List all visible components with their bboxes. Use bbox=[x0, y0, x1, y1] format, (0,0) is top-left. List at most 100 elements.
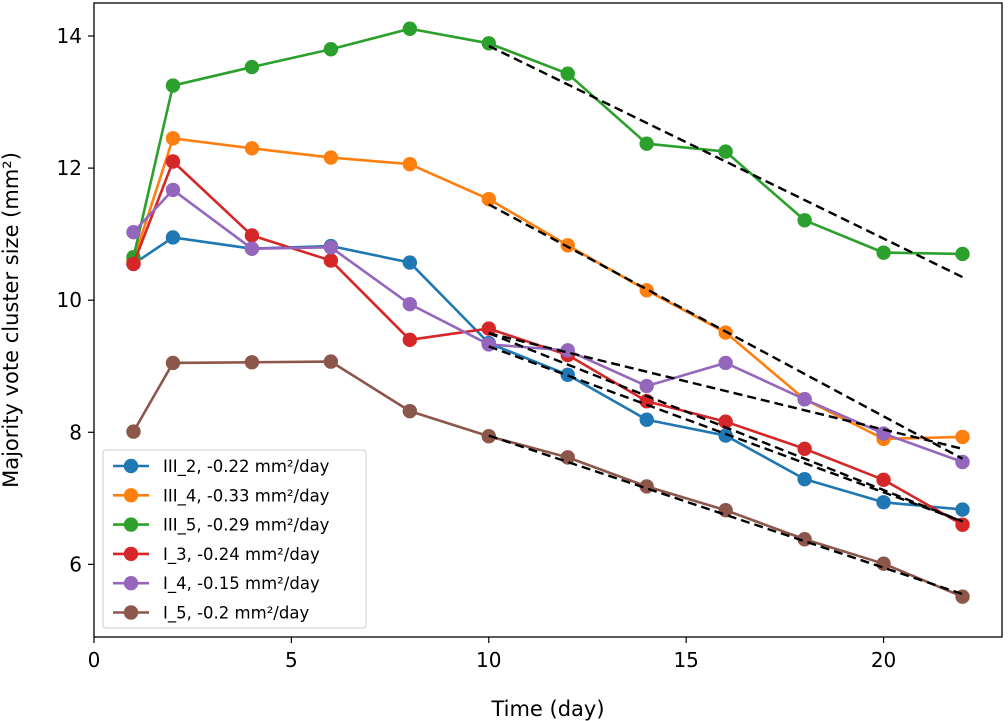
legend-entry: I_5, -0.2 mm²/day bbox=[113, 604, 309, 624]
data-point bbox=[323, 253, 339, 268]
data-point bbox=[244, 355, 260, 370]
data-point bbox=[402, 21, 418, 36]
legend-entry: I_3, -0.24 mm²/day bbox=[113, 545, 320, 565]
data-point bbox=[244, 241, 260, 256]
data-point bbox=[955, 454, 970, 470]
data-point bbox=[876, 245, 891, 260]
legend-box bbox=[102, 449, 367, 629]
data-point bbox=[165, 230, 181, 245]
legend-label: III_5, -0.29 mm²/day bbox=[163, 516, 330, 536]
series-line bbox=[132, 360, 964, 598]
data-point bbox=[560, 238, 575, 253]
data-point bbox=[797, 392, 812, 407]
data-point bbox=[323, 150, 339, 165]
y-tick-label: 14 bbox=[57, 24, 82, 48]
data-point bbox=[244, 228, 260, 243]
series-2 bbox=[126, 21, 970, 265]
data-point bbox=[718, 428, 733, 443]
legend-entry: III_2, -0.22 mm²/day bbox=[113, 457, 330, 477]
legend: III_2, -0.22 mm²/day III_4, -0.33 mm²/day… bbox=[102, 449, 367, 629]
legend-label: I_5, -0.2 mm²/day bbox=[163, 604, 309, 624]
data-point bbox=[402, 156, 418, 172]
data-point bbox=[718, 414, 733, 429]
series-line bbox=[132, 236, 963, 511]
legend-swatch-marker bbox=[123, 458, 139, 474]
x-axis-title: Time (day) bbox=[490, 697, 604, 721]
series-line bbox=[132, 27, 963, 258]
data-point bbox=[560, 66, 575, 81]
data-point bbox=[126, 224, 141, 240]
data-point bbox=[718, 503, 733, 518]
plot-frame bbox=[93, 2, 1003, 638]
legend-label: I_3, -0.24 mm²/day bbox=[163, 545, 320, 565]
series-1 bbox=[126, 131, 970, 447]
data-point bbox=[955, 246, 970, 262]
data-point bbox=[797, 441, 812, 456]
data-point bbox=[126, 424, 141, 439]
data-point bbox=[560, 367, 575, 383]
data-point bbox=[718, 144, 733, 159]
data-point bbox=[402, 296, 418, 312]
data-point bbox=[126, 256, 141, 272]
data-point bbox=[639, 136, 654, 151]
x-tick-label: 5 bbox=[285, 648, 298, 672]
legend-swatch-marker bbox=[123, 546, 139, 562]
trend-line bbox=[488, 332, 963, 450]
legend-label: I_4, -0.15 mm²/day bbox=[163, 574, 320, 594]
axis-ticks: 0 5 10 15 20 6 8 10 12 14 bbox=[57, 24, 897, 672]
y-tick-label: 12 bbox=[57, 156, 82, 180]
x-tick-label: 0 bbox=[88, 648, 101, 672]
y-axis-title: Majority vote cluster size (mm²) bbox=[0, 152, 23, 488]
trend-line bbox=[488, 203, 964, 460]
data-point bbox=[402, 332, 418, 348]
y-tick-label: 6 bbox=[69, 552, 82, 576]
data-point bbox=[402, 403, 418, 419]
data-point bbox=[165, 78, 181, 93]
data-point bbox=[639, 378, 654, 394]
data-point bbox=[955, 429, 970, 445]
legend-entry: I_4, -0.15 mm²/day bbox=[113, 574, 320, 594]
trend-line bbox=[488, 345, 963, 523]
legend-entry: III_4, -0.33 mm²/day bbox=[113, 486, 330, 506]
data-point bbox=[639, 412, 654, 427]
data-point bbox=[165, 154, 181, 169]
legend-swatch-marker bbox=[123, 605, 139, 620]
x-tick-label: 15 bbox=[673, 648, 698, 672]
series-line bbox=[132, 188, 963, 464]
legend-swatch-marker bbox=[123, 488, 139, 503]
trend-line bbox=[488, 332, 963, 523]
data-point bbox=[323, 354, 339, 369]
legend-swatch-marker bbox=[123, 576, 139, 591]
data-point bbox=[323, 240, 339, 255]
series-line bbox=[132, 160, 964, 526]
data-point bbox=[876, 472, 891, 488]
legend-entry: III_5, -0.29 mm²/day bbox=[113, 516, 330, 536]
x-tick-label: 20 bbox=[871, 648, 896, 672]
data-point bbox=[402, 255, 418, 270]
data-point bbox=[323, 42, 339, 57]
series-4 bbox=[126, 182, 970, 470]
data-point bbox=[244, 141, 260, 156]
legend-swatch-marker bbox=[123, 517, 139, 532]
data-point bbox=[165, 131, 181, 146]
legend-label: III_2, -0.22 mm²/day bbox=[163, 457, 330, 477]
data-point bbox=[481, 191, 496, 207]
series-line bbox=[132, 137, 963, 441]
legend-label: III_4, -0.33 mm²/day bbox=[163, 486, 330, 506]
data-point bbox=[560, 450, 575, 465]
data-point bbox=[955, 502, 970, 517]
trend-line bbox=[488, 44, 964, 279]
data-point bbox=[244, 59, 260, 75]
data-point bbox=[165, 182, 181, 198]
data-point bbox=[876, 495, 891, 510]
data-point bbox=[718, 355, 733, 371]
data-point bbox=[481, 321, 496, 336]
y-tick-label: 8 bbox=[69, 420, 82, 444]
data-point bbox=[797, 471, 812, 487]
data-point bbox=[797, 213, 812, 228]
trend-lines bbox=[488, 44, 964, 596]
y-tick-label: 10 bbox=[57, 288, 82, 312]
data-point bbox=[165, 355, 181, 371]
x-tick-label: 10 bbox=[476, 648, 501, 672]
